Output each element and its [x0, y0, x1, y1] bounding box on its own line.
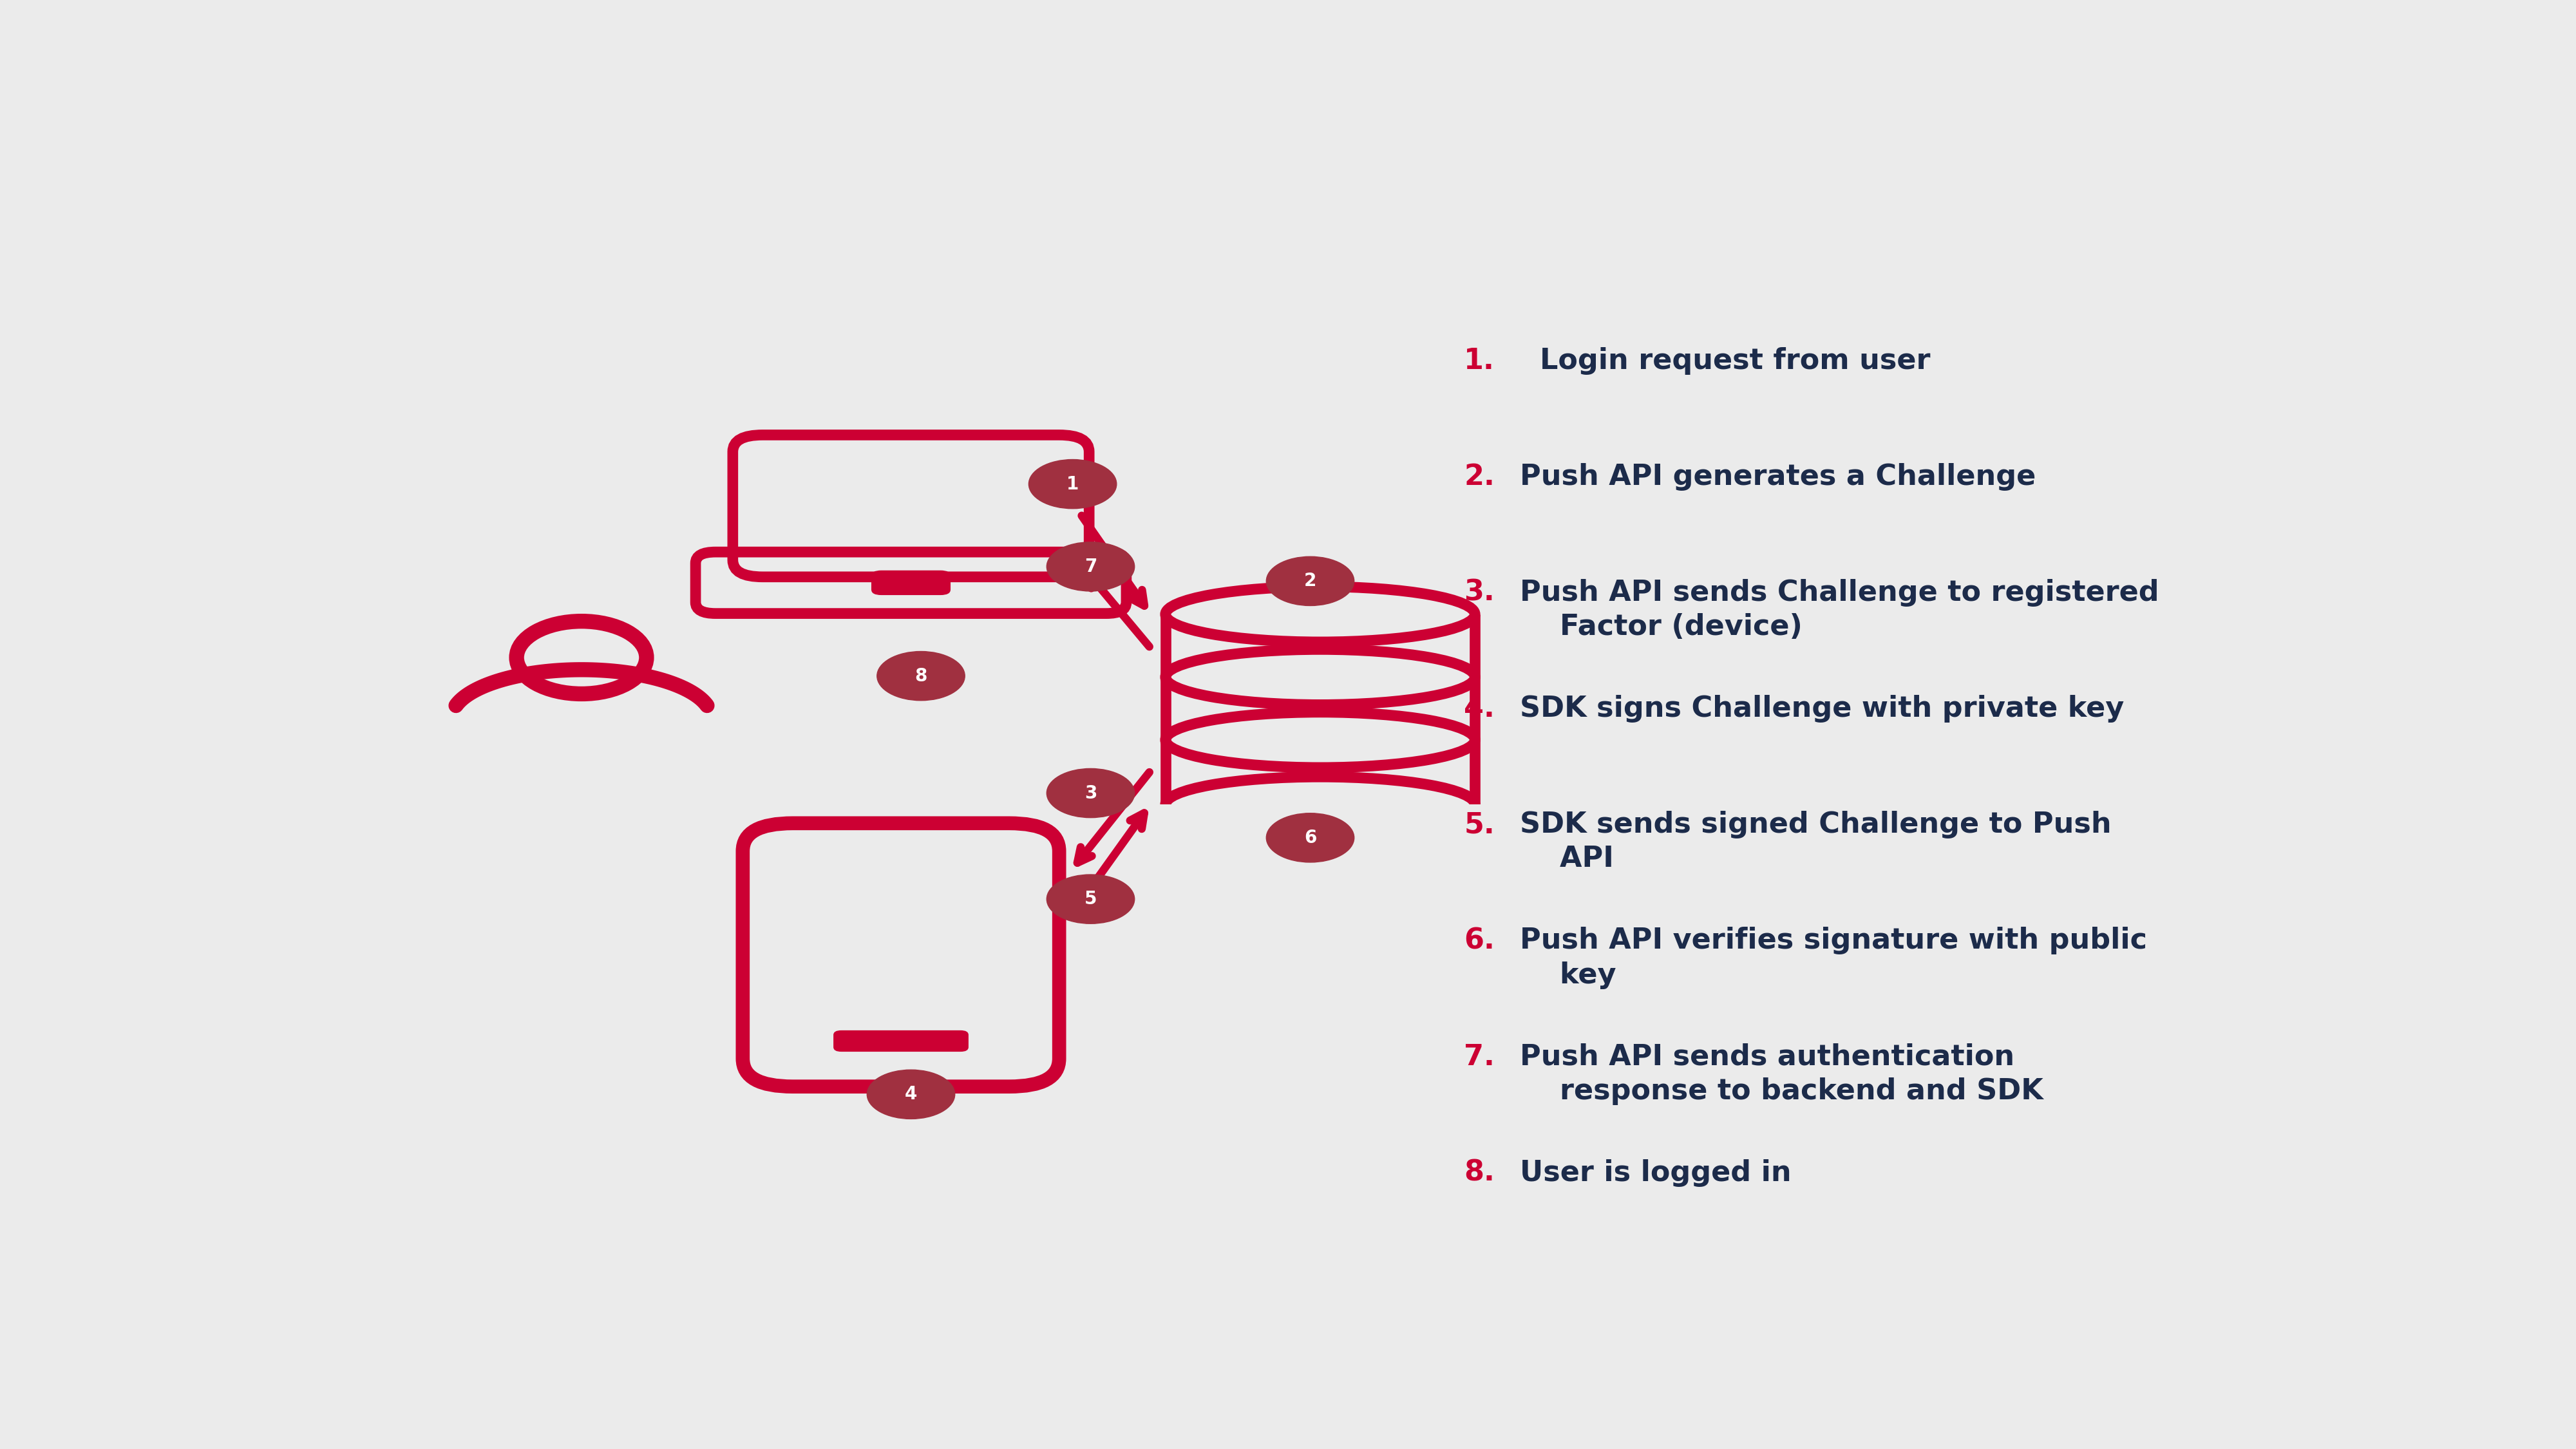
Text: 7: 7 [1084, 558, 1097, 575]
Circle shape [876, 652, 966, 700]
Text: SDK signs Challenge with private key: SDK signs Challenge with private key [1520, 696, 2125, 723]
Circle shape [1028, 459, 1115, 509]
FancyBboxPatch shape [871, 571, 951, 596]
Text: Push API verifies signature with public
    key: Push API verifies signature with public … [1520, 927, 2148, 990]
Circle shape [868, 1069, 956, 1119]
Text: 6: 6 [1303, 829, 1316, 846]
Circle shape [1046, 875, 1133, 923]
Text: Push API sends Challenge to registered
    Factor (device): Push API sends Challenge to registered F… [1520, 580, 2159, 640]
Text: 5.: 5. [1463, 811, 1494, 839]
Text: 7.: 7. [1463, 1043, 1494, 1071]
Text: 6.: 6. [1463, 927, 1494, 955]
Text: 3: 3 [1084, 784, 1097, 803]
Circle shape [1046, 542, 1133, 591]
Text: Login request from user: Login request from user [1520, 346, 1929, 374]
Text: 4.: 4. [1463, 696, 1494, 723]
FancyBboxPatch shape [1157, 804, 1484, 838]
Text: Push API sends authentication
    response to backend and SDK: Push API sends authentication response t… [1520, 1043, 2043, 1106]
Text: 8.: 8. [1463, 1159, 1494, 1187]
Text: 1.: 1. [1463, 346, 1494, 374]
Text: 2: 2 [1303, 572, 1316, 590]
Text: Push API generates a Challenge: Push API generates a Challenge [1520, 462, 2035, 491]
Text: 3.: 3. [1463, 580, 1494, 607]
Circle shape [1267, 556, 1355, 606]
Text: User is logged in: User is logged in [1520, 1159, 1790, 1187]
Circle shape [1046, 768, 1133, 817]
Text: SDK sends signed Challenge to Push
    API: SDK sends signed Challenge to Push API [1520, 811, 2112, 872]
Circle shape [1267, 813, 1355, 862]
Text: 5: 5 [1084, 890, 1097, 909]
Text: 2.: 2. [1463, 462, 1494, 491]
Text: 4: 4 [904, 1085, 917, 1103]
Text: 1: 1 [1066, 475, 1079, 493]
FancyBboxPatch shape [835, 1030, 969, 1052]
Text: 8: 8 [914, 667, 927, 685]
